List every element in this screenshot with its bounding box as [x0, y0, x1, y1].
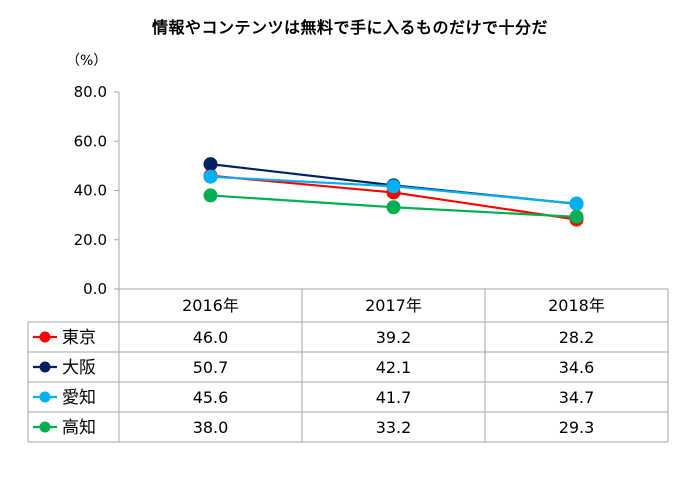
category-label: 2017年 — [365, 296, 422, 315]
data-point — [204, 188, 218, 202]
data-point — [204, 170, 218, 184]
legend-key-marker — [40, 332, 51, 343]
category-label: 2018年 — [548, 296, 605, 315]
data-table-value: 33.2 — [376, 418, 412, 437]
data-point — [570, 210, 584, 224]
data-table-value: 28.2 — [559, 328, 595, 347]
line-chart-with-data-table: 80.0 60.0 40.0 20.0 0.0 2016年 2017年 2018年東京 46.… — [0, 0, 700, 477]
legend-series-name: 愛知 — [62, 388, 96, 408]
y-tick-label: 60.0 — [74, 132, 107, 150]
y-tick-label: 40.0 — [74, 182, 107, 200]
data-table-value: 34.7 — [559, 388, 595, 407]
y-tick-label: 0.0 — [83, 280, 107, 298]
data-table-value: 38.0 — [193, 418, 229, 437]
legend-key-marker — [40, 362, 51, 373]
y-axis-ticks: 80.0 60.0 40.0 20.0 0.0 — [74, 83, 119, 298]
data-table-value: 42.1 — [376, 358, 412, 377]
legend-series-name: 高知 — [62, 418, 96, 438]
data-point — [204, 157, 218, 171]
legend-series-name: 東京 — [62, 328, 96, 348]
data-point — [387, 179, 401, 193]
data-table-value: 45.6 — [193, 388, 229, 407]
series-points — [204, 157, 584, 226]
legend-key-marker — [40, 422, 51, 433]
data-point — [387, 200, 401, 214]
data-table-value: 34.6 — [559, 358, 595, 377]
category-label: 2016年 — [182, 296, 239, 315]
legend-series-name: 大阪 — [62, 358, 96, 378]
data-table-value: 46.0 — [193, 328, 229, 347]
y-tick-label: 20.0 — [74, 231, 107, 249]
data-point — [570, 197, 584, 211]
data-table-value: 50.7 — [193, 358, 229, 377]
data-table-value: 41.7 — [376, 388, 412, 407]
y-tick-label: 80.0 — [74, 83, 107, 101]
data-table-value: 29.3 — [559, 418, 595, 437]
data-table-value: 39.2 — [376, 328, 412, 347]
legend-key-marker — [40, 392, 51, 403]
